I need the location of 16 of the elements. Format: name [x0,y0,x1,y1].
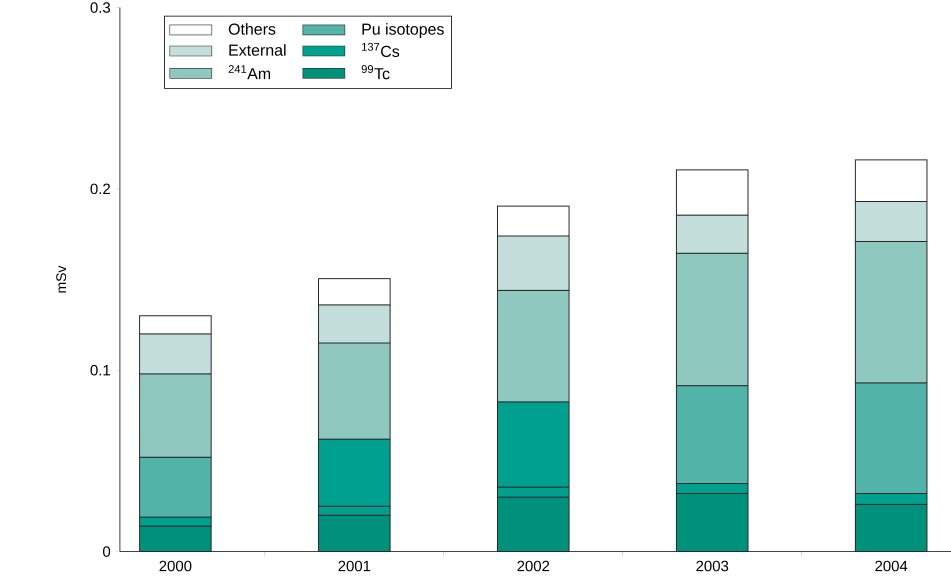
x-tick-label: 2000 [160,560,192,572]
x-tick-label: 2004 [875,560,908,572]
y-tick-label: 0 [102,546,110,557]
legend-label: $^{241}$Am [228,65,270,80]
y-tick-label: 0.2 [90,184,110,194]
legend-label: External [229,44,286,56]
y-tick-label: 0.1 [90,364,110,376]
x-tick-label: 2001 [338,560,370,572]
y-axis-title: mSv [56,266,66,293]
x-tick-label: 2003 [696,560,728,572]
legend-label: $^{99}$Tc [362,65,390,80]
legend-label: Others [228,23,276,35]
x-tick-label: 2002 [517,560,550,572]
y-tick-label: 0.3 [90,2,110,13]
legend-label: Pu isotopes [362,23,444,38]
legend-label: $^{137}$Cs [362,42,400,58]
